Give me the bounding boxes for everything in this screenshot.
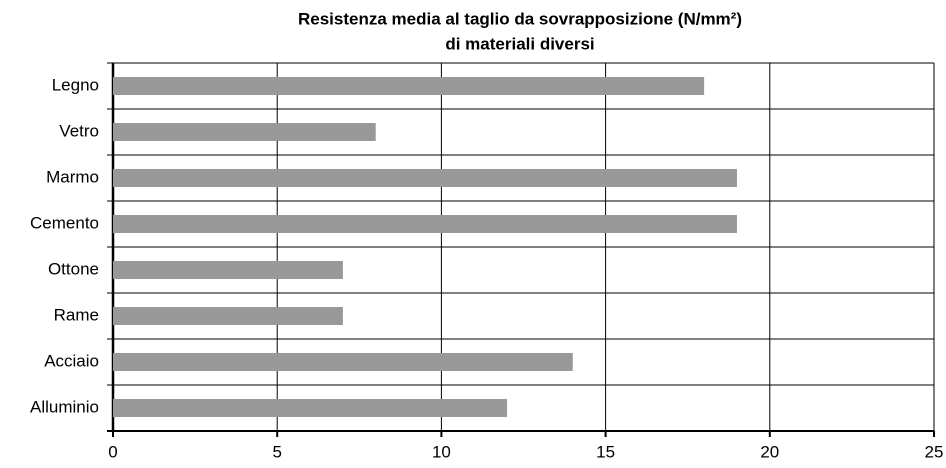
y-tick-label: Ottone (48, 259, 99, 278)
y-tick-label: Alluminio (30, 397, 99, 416)
y-tick-label: Vetro (59, 121, 99, 140)
x-tick-label: 0 (108, 442, 117, 461)
bar (113, 169, 737, 187)
x-tick-label: 5 (272, 442, 281, 461)
bar (113, 353, 573, 371)
x-tick-label: 15 (596, 442, 615, 461)
y-tick-label: Legno (52, 75, 99, 94)
x-tick-label: 25 (925, 442, 944, 461)
y-tick-label: Acciaio (44, 351, 99, 370)
y-tick-label: Rame (54, 305, 99, 324)
bar (113, 307, 343, 325)
bar (113, 77, 705, 95)
y-tick-label: Marmo (46, 167, 99, 186)
bar (113, 215, 737, 233)
bar (113, 261, 343, 279)
y-tick-label: Cemento (30, 213, 99, 232)
bar (113, 399, 508, 417)
bar (113, 123, 376, 141)
x-tick-label: 10 (432, 442, 451, 461)
x-tick-label: 20 (760, 442, 779, 461)
chart-title: Resistenza media al taglio da sovrapposi… (298, 9, 742, 28)
chart-title: di materiali diversi (445, 34, 594, 53)
